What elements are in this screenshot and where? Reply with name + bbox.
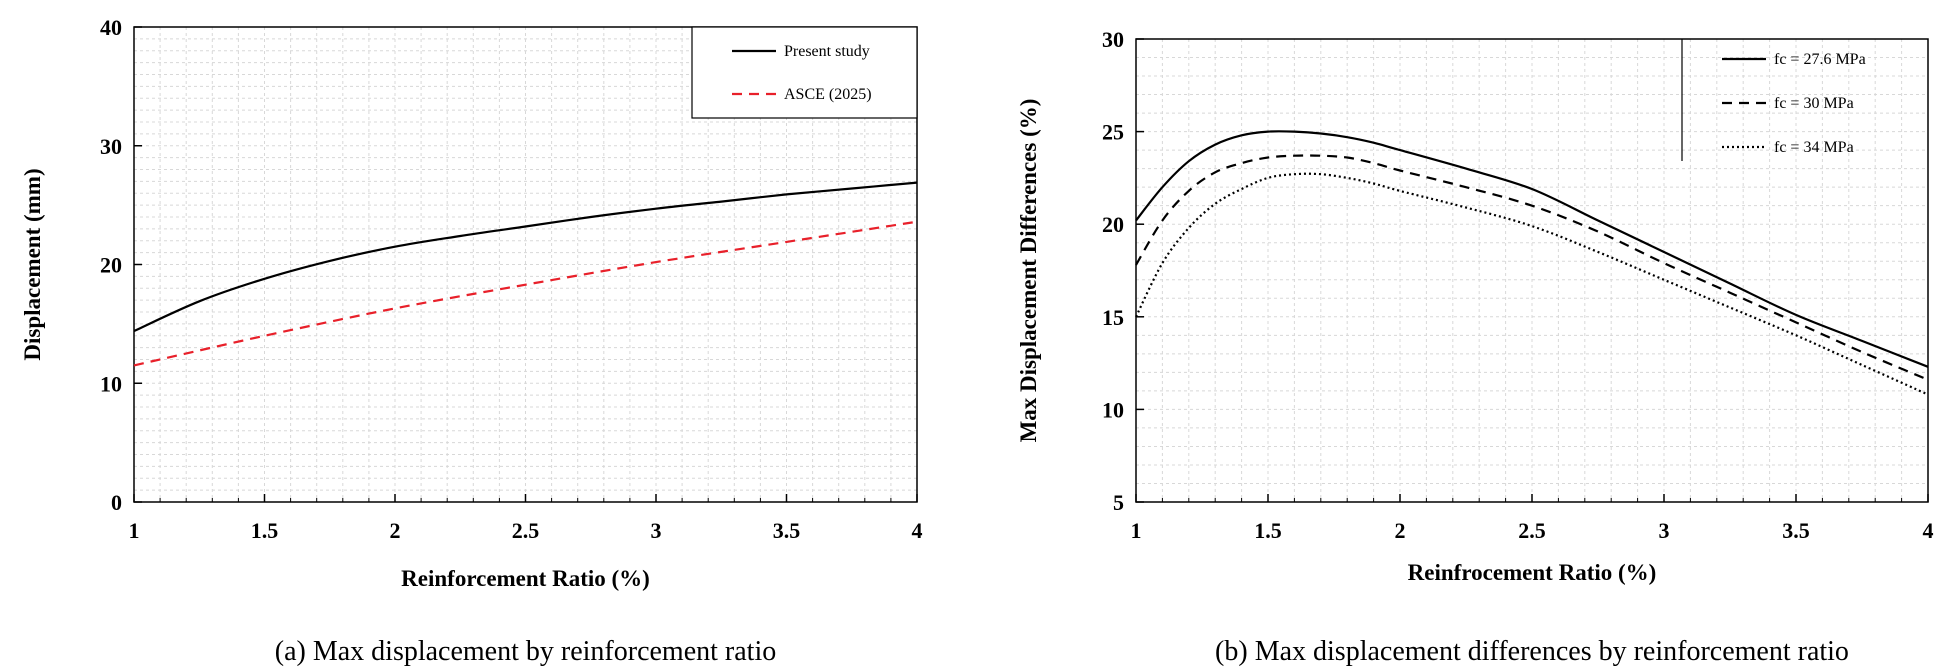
chart-b: 1 1.5 2 2.5 3 3.5 4 5 10 15 20 25 30 Reinfrocement Ra… [1016,27,1934,667]
x-tick-label: 3 [1659,518,1670,543]
x-tick-label: 3 [651,518,662,543]
y-tick-label: 10 [100,371,122,396]
figure-caption: (b) Max displacement differences by rein… [1215,636,1849,667]
grid [134,27,917,502]
x-tick-label: 2 [390,518,401,543]
x-tick-label: 2.5 [512,518,540,543]
x-tick-label: 1.5 [1254,518,1282,543]
legend-label-2: fc = 30 MPa [1774,95,1854,112]
legend-label-1: Present study [784,43,870,60]
x-tick-label: 2.5 [1518,518,1546,543]
y-axis-label: Max Displacement Differences (%) [1016,99,1041,443]
series-group [1135,130,1929,396]
x-tick-label: 1.5 [251,518,279,543]
series-line-1 [133,181,918,333]
x-tick-label: 3.5 [1782,518,1810,543]
y-tick-label: 20 [100,253,122,278]
x-axis-label: Reinfrocement Ratio (%) [1408,560,1657,585]
y-tick-label: 25 [1102,120,1124,145]
y-tick-label: 15 [1102,305,1124,330]
y-tick-label: 30 [1102,27,1124,52]
y-tick-label: 30 [100,134,122,159]
x-axis-label: Reinforcement Ratio (%) [401,566,650,591]
x-tick-label: 4 [1923,518,1934,543]
legend-label-1: fc = 27.6 MPa [1774,51,1866,68]
series-line-2 [133,220,918,367]
y-axis-label: Displacement (mm) [20,168,45,360]
series-line-2 [1135,154,1929,381]
figure-caption: (a) Max displacement by reinforcement ra… [275,636,776,667]
legend: Present study ASCE (2025) [691,26,918,119]
x-tick-label: 2 [1395,518,1406,543]
x-tick-label: 4 [912,518,923,543]
x-tick-label: 1 [1131,518,1142,543]
y-tick-label: 0 [111,490,122,515]
y-tick-label: 20 [1102,212,1124,237]
y-tick-label: 5 [1113,490,1124,515]
x-axis: 1 1.5 2 2.5 3 3.5 4 [129,494,923,543]
y-axis: 5 10 15 20 25 30 [1102,27,1144,515]
y-tick-label: 10 [1102,397,1124,422]
x-tick-label: 1 [129,518,140,543]
series-line-3 [1135,172,1929,396]
legend: fc = 27.6 MPa fc = 30 MPa fc = 34 MPa [1681,39,1866,161]
series-line-1 [1135,130,1929,368]
legend-label-3: fc = 34 MPa [1774,139,1854,156]
series-group [133,181,918,367]
x-axis: 1 1.5 2 2.5 3 3.5 4 [1131,494,1934,543]
y-tick-label: 40 [100,15,122,40]
legend-label-2: ASCE (2025) [784,86,872,103]
x-tick-label: 3.5 [773,518,801,543]
y-axis: 0 10 20 30 40 [100,15,142,515]
legend-frame [691,26,918,119]
